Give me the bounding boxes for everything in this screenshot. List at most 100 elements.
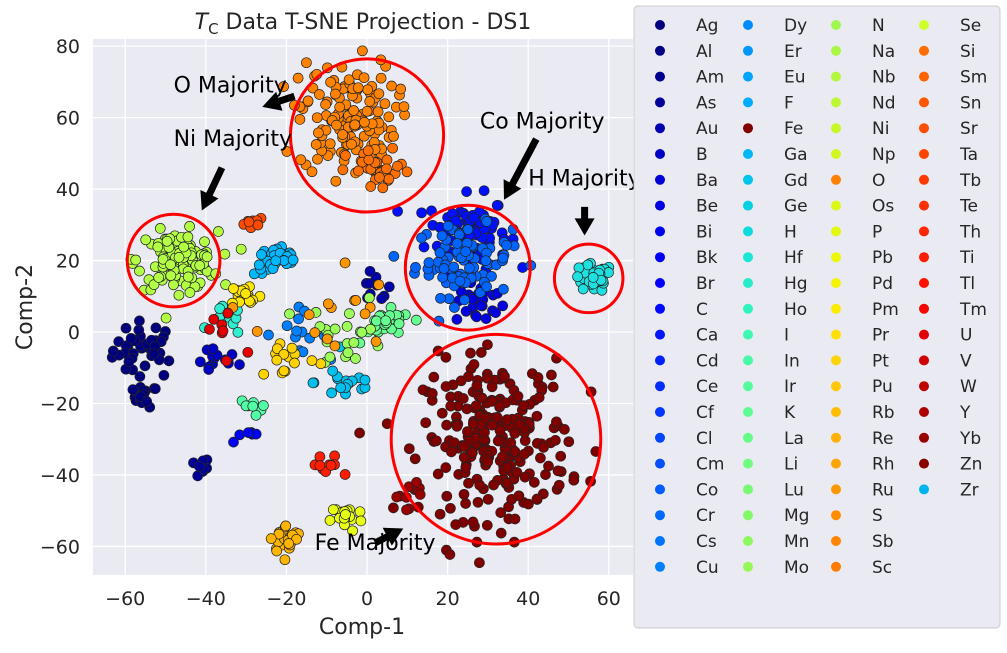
legend-label-am: Am	[696, 68, 724, 88]
data-point-sm	[363, 154, 375, 166]
legend-marker-yb	[919, 432, 929, 443]
data-point-fe	[451, 420, 463, 432]
data-point-fe	[469, 433, 481, 444]
legend-marker-h	[743, 226, 753, 237]
data-point-co	[442, 220, 454, 232]
data-point-u	[204, 323, 215, 335]
legend-marker-fe	[743, 123, 753, 134]
data-point-fe	[441, 419, 452, 431]
legend-marker-f	[743, 97, 753, 108]
data-point-fe	[495, 507, 507, 518]
data-point-ba	[480, 313, 492, 324]
data-point-ca	[461, 186, 472, 197]
data-point-co	[454, 275, 466, 287]
data-point-au	[194, 356, 206, 368]
data-point-tl	[325, 460, 337, 471]
data-point-co	[388, 250, 400, 262]
data-point-ni	[184, 287, 196, 298]
legend-marker-te	[919, 200, 929, 211]
annotation-arrow	[262, 91, 296, 111]
annotation-arrow	[373, 527, 404, 546]
data-point-o	[313, 127, 324, 139]
legend-marker-ru	[831, 484, 841, 495]
legend-label-th: Th	[959, 222, 981, 242]
data-point-fe	[532, 372, 544, 383]
legend-label-sn: Sn	[960, 93, 982, 113]
data-point-cs	[281, 320, 293, 332]
legend-label-fe: Fe	[784, 119, 803, 139]
x-tick-label: 20	[436, 588, 460, 610]
data-point-o	[331, 119, 342, 131]
data-point-pd	[355, 515, 367, 527]
data-point-tl	[314, 451, 326, 463]
data-point-cs	[263, 329, 274, 341]
legend-label-zn: Zn	[960, 455, 982, 475]
data-point-fe	[434, 508, 446, 520]
data-point-ga	[253, 259, 265, 271]
data-point-ba	[471, 311, 482, 323]
data-point-fe	[499, 371, 510, 382]
data-point-fe	[482, 493, 494, 505]
data-point-fe	[403, 443, 415, 455]
data-point-fe	[468, 359, 480, 370]
data-point-o	[357, 45, 368, 57]
legend-label-pm: Pm	[872, 300, 899, 320]
legend-marker-pu	[831, 381, 841, 392]
x-tick-label: −40	[186, 588, 226, 610]
cluster-circle-ni	[125, 212, 222, 309]
legend-marker-sm	[919, 71, 929, 82]
data-point-co	[480, 255, 492, 267]
data-point-fe	[455, 375, 467, 387]
y-tick-label: 20	[56, 251, 80, 273]
data-point-fe	[354, 427, 365, 439]
legend-label-lu: Lu	[784, 480, 804, 500]
legend-marker-pm	[831, 303, 841, 314]
legend-marker-mo	[743, 561, 753, 572]
data-point-pd	[347, 525, 358, 537]
data-point-ag	[134, 371, 146, 382]
data-point-fe	[474, 557, 485, 569]
data-point-fe	[559, 424, 570, 435]
data-point-nb	[329, 323, 341, 335]
legend-marker-ca	[655, 329, 665, 340]
data-point-o	[314, 89, 325, 100]
data-point-co	[438, 263, 450, 274]
legend-marker-tl	[919, 278, 929, 288]
legend-marker-i	[743, 329, 753, 340]
data-point-as	[383, 281, 395, 293]
data-point-zr	[327, 365, 339, 377]
data-point-co	[481, 216, 493, 227]
data-point-y	[391, 491, 403, 503]
legend-marker-p	[831, 226, 841, 237]
legend-label-ni: Ni	[872, 119, 889, 139]
data-point-fe	[488, 479, 499, 491]
data-point-fe	[546, 369, 557, 381]
data-point-fe	[417, 384, 429, 396]
data-point-ni	[213, 226, 224, 237]
legend-label-cs: Cs	[696, 532, 717, 552]
data-point-ni	[165, 270, 177, 281]
data-point-s	[321, 333, 333, 345]
data-point-fe	[458, 441, 470, 452]
data-point-fe	[481, 372, 493, 384]
legend-marker-ce	[655, 381, 665, 392]
data-point-fe	[553, 479, 565, 491]
data-point-fe	[497, 451, 508, 463]
data-point-sm	[381, 163, 392, 175]
data-point-o	[379, 98, 391, 110]
data-point-s	[251, 326, 263, 337]
legend-label-li: Li	[784, 455, 798, 475]
legend-label-sm: Sm	[960, 68, 987, 88]
legend-label-te: Te	[959, 197, 978, 217]
data-point-s	[339, 257, 351, 269]
data-point-o	[375, 72, 387, 84]
data-point-o	[330, 88, 341, 100]
data-point-fe	[440, 462, 452, 473]
legend-marker-th	[919, 226, 929, 237]
data-point-au	[207, 343, 219, 355]
legend-label-rb: Rb	[872, 403, 895, 423]
legend-marker-ni	[831, 123, 841, 134]
data-point-fe	[462, 426, 473, 437]
data-point-ca	[418, 241, 430, 253]
